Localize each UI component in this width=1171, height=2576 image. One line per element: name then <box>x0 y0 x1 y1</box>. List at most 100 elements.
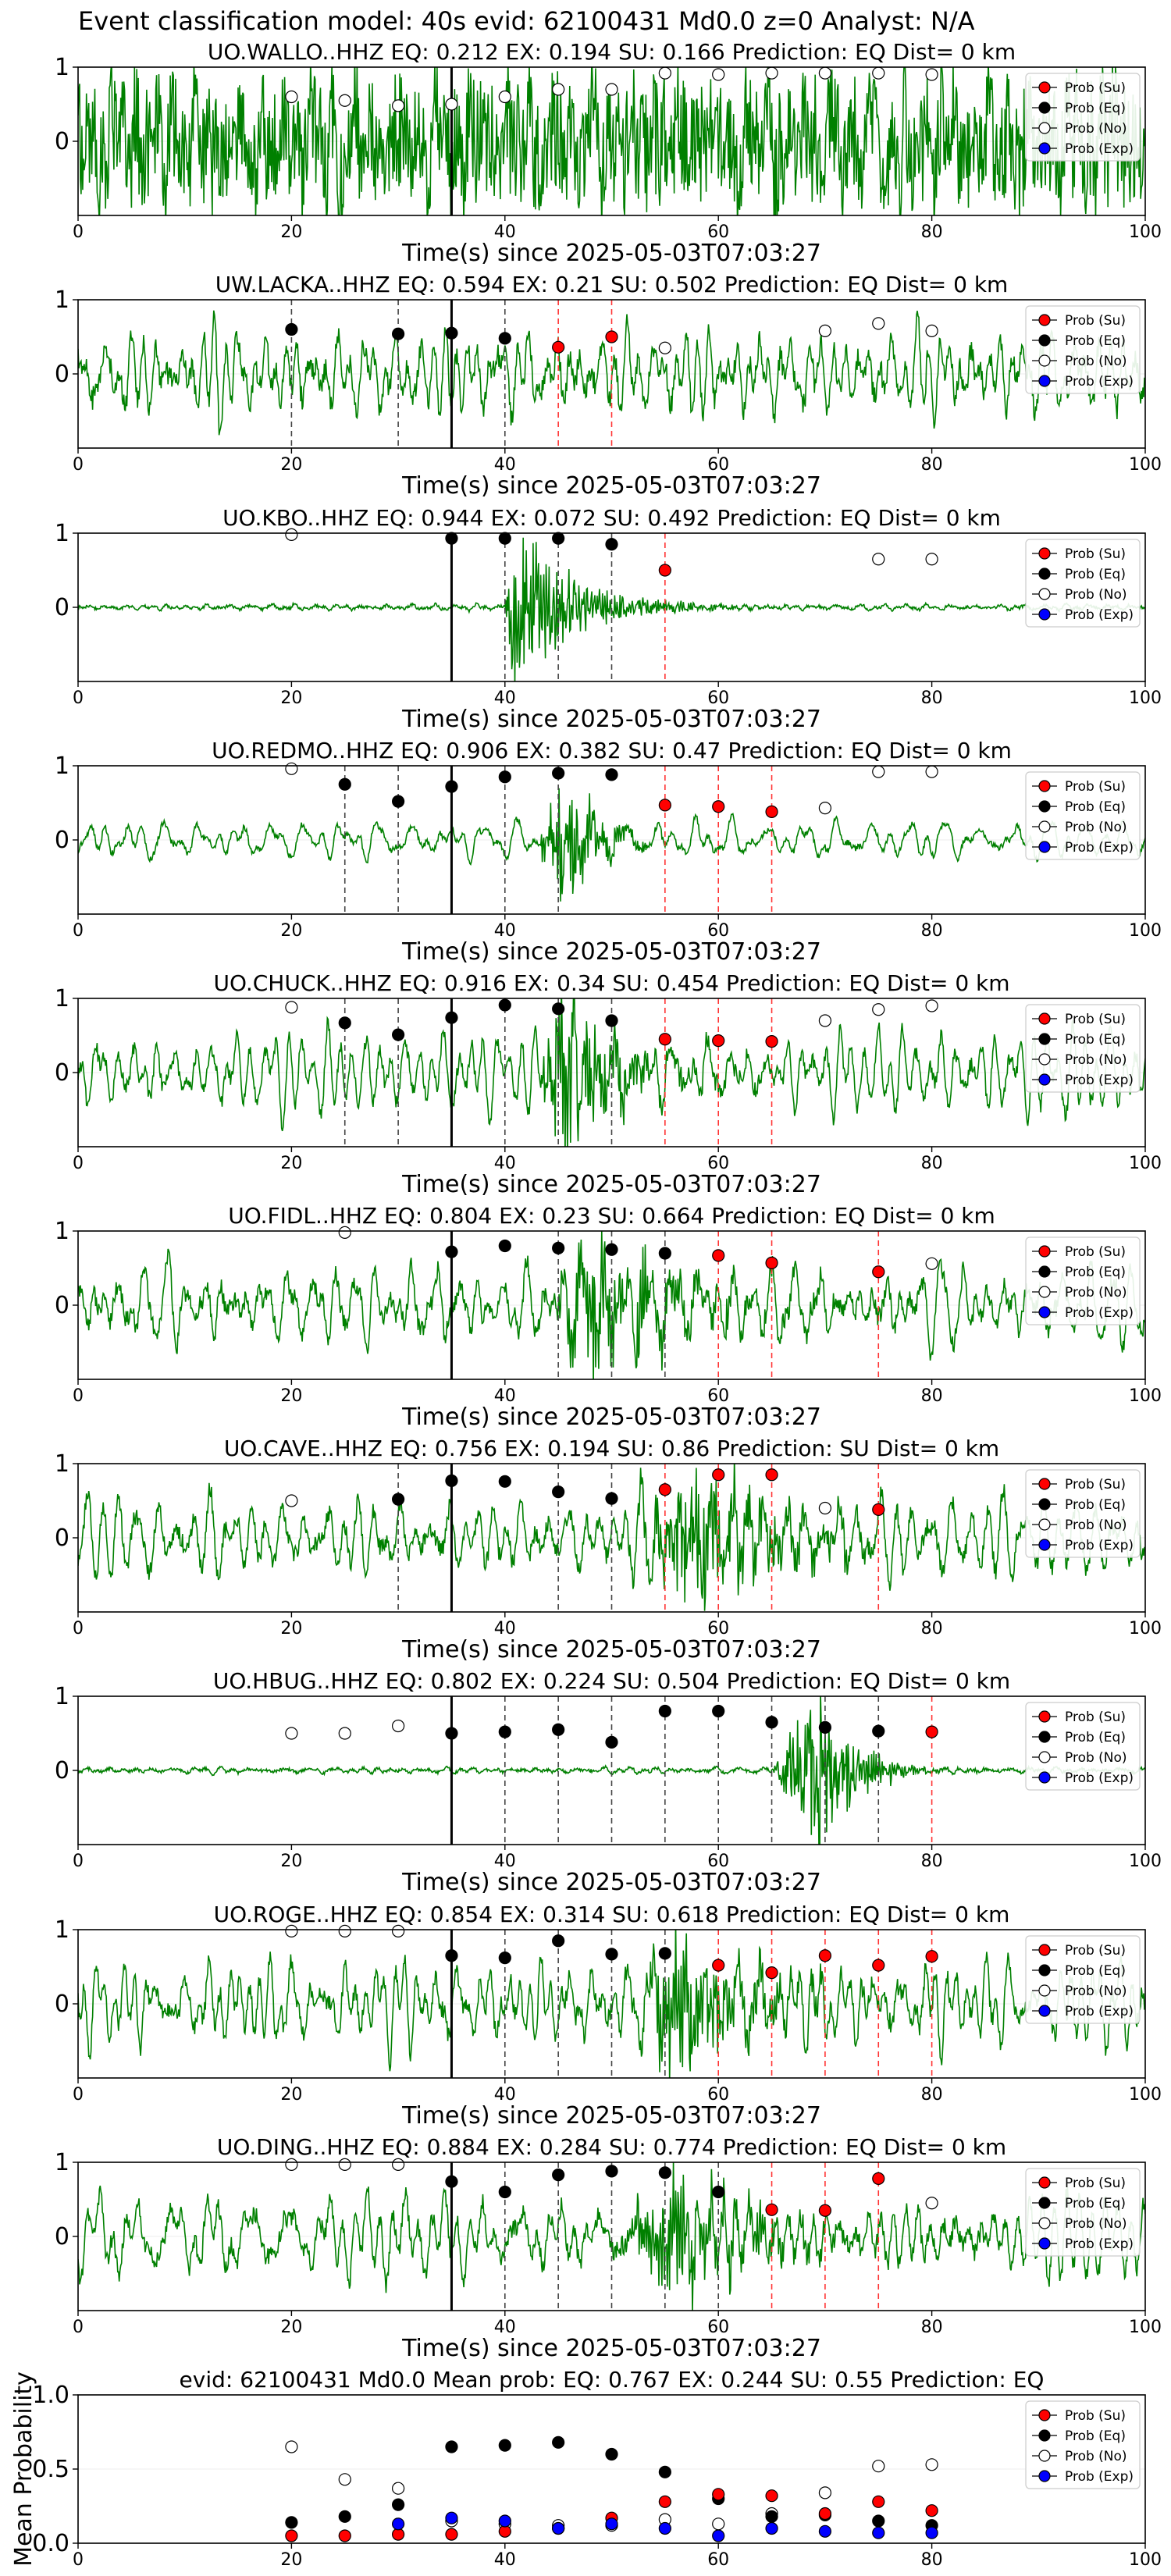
prob-eq-marker <box>445 532 458 545</box>
legend: Prob (Su) Prob (Eq) Prob (No) Prob (Exp) <box>1025 539 1141 628</box>
panel-title: evid: 62100431 Md0.0 Mean prob: EQ: 0.76… <box>180 2367 1045 2393</box>
prob-su-marker <box>712 1249 725 1262</box>
legend-label: Prob (Su) <box>1065 1012 1126 1027</box>
legend-box <box>1025 2168 1141 2257</box>
prob-su-marker <box>712 1959 725 1972</box>
prob-su-marker <box>818 1949 832 1962</box>
x-axis-label: Time(s) since 2025-05-03T07:03:27 <box>401 938 821 966</box>
legend-marker <box>1038 1944 1051 1956</box>
prob-eq-marker <box>392 1493 405 1506</box>
prob-eq-marker <box>552 1002 565 1016</box>
legend-marker <box>1038 1286 1051 1298</box>
prob-eq-marker <box>445 1011 458 1024</box>
prob-no-marker <box>712 68 725 81</box>
waveform-trace <box>78 1930 1145 2078</box>
y-tick-label: 1 <box>55 54 69 81</box>
waveform-trace <box>78 67 1145 215</box>
legend-label: Prob (Su) <box>1065 313 1126 329</box>
prob-su-marker <box>925 2504 938 2517</box>
prob-no-marker <box>338 1924 351 1937</box>
prob-exp-marker <box>818 2524 832 2538</box>
x-tick-label: 20 <box>280 2318 302 2337</box>
legend: Prob (Su) Prob (Eq) Prob (No) Prob (Exp) <box>1025 771 1141 860</box>
x-tick-label: 20 <box>280 688 302 708</box>
prob-su-marker <box>712 1034 725 1048</box>
prob-no-marker <box>925 1257 938 1270</box>
legend-marker <box>1038 2409 1051 2421</box>
legend-marker <box>1038 2450 1051 2462</box>
prob-su-marker <box>925 1725 938 1738</box>
legend-box <box>1025 1004 1141 1093</box>
x-tick-label: 80 <box>921 2318 943 2337</box>
y-tick-label: 0 <box>55 1991 69 2018</box>
prob-no-marker <box>285 1727 298 1740</box>
x-tick-label: 40 <box>494 2085 516 2105</box>
prob-no-marker <box>338 1727 351 1740</box>
x-tick-label: 40 <box>494 1154 516 1173</box>
prob-eq-marker <box>338 777 351 791</box>
prob-su-marker <box>285 2529 298 2542</box>
panel-title: UO.CAVE..HHZ EQ: 0.756 EX: 0.194 SU: 0.8… <box>224 1436 999 1461</box>
prob-eq-marker <box>498 2439 511 2452</box>
legend-marker <box>1038 2176 1051 2189</box>
legend-label: Prob (No) <box>1065 354 1127 369</box>
legend-marker <box>1038 588 1051 600</box>
legend-marker <box>1038 1033 1051 1045</box>
legend: Prob (Su) Prob (Eq) Prob (No) Prob (Exp) <box>1025 2168 1141 2257</box>
prob-no-marker <box>925 553 938 566</box>
prob-no-marker <box>658 341 671 354</box>
prob-no-marker <box>818 1501 832 1515</box>
prob-no-marker <box>285 528 298 542</box>
panel-4: UO.REDMO..HHZ EQ: 0.906 EX: 0.382 SU: 0.… <box>55 738 1162 966</box>
panel-title: UO.DING..HHZ EQ: 0.884 EX: 0.284 SU: 0.7… <box>217 2134 1006 2160</box>
legend-marker <box>1038 81 1051 94</box>
y-tick-label: 1 <box>55 286 69 314</box>
legend-marker <box>1038 780 1051 792</box>
prob-no-marker <box>818 2486 832 2500</box>
panel-9: UO.ROGE..HHZ EQ: 0.854 EX: 0.314 SU: 0.6… <box>55 1902 1162 2129</box>
legend: Prob (Su) Prob (Eq) Prob (No) Prob (Exp) <box>1025 1702 1141 1791</box>
legend-marker <box>1038 314 1051 326</box>
prob-no-marker <box>658 66 671 80</box>
y-tick-label: 0 <box>55 1292 69 1319</box>
prob-exp-marker <box>925 2526 938 2539</box>
prob-no-marker <box>498 90 511 104</box>
legend-marker <box>1038 1710 1051 1723</box>
prob-no-marker <box>392 99 405 112</box>
prob-su-marker <box>872 2495 885 2508</box>
legend-marker <box>1038 1012 1051 1025</box>
x-tick-label: 20 <box>280 1386 302 1406</box>
legend-label: Prob (Su) <box>1065 1710 1126 1725</box>
prob-su-marker <box>712 2488 725 2501</box>
prob-exp-marker <box>605 2517 618 2531</box>
prob-exp-marker <box>392 2517 405 2531</box>
x-tick-label: 20 <box>280 455 302 475</box>
legend-label: Prob (No) <box>1065 2449 1127 2464</box>
legend-marker <box>1038 375 1051 387</box>
prob-no-marker <box>338 2158 351 2171</box>
legend-label: Prob (Exp) <box>1065 607 1134 623</box>
prob-su-marker <box>765 1034 778 1048</box>
x-tick-label: 60 <box>707 2318 729 2337</box>
x-tick-label: 20 <box>280 921 302 941</box>
legend-label: Prob (Su) <box>1065 779 1126 795</box>
x-tick-label: 0 <box>73 1619 84 1638</box>
x-tick-label: 0 <box>73 1852 84 1871</box>
legend-label: Prob (No) <box>1065 1517 1127 1533</box>
x-tick-label: 60 <box>707 1154 729 1173</box>
x-tick-label: 80 <box>921 688 943 708</box>
prob-eq-marker <box>658 2166 671 2179</box>
prob-su-marker <box>872 1503 885 1517</box>
prob-eq-marker <box>552 1723 565 1736</box>
prob-eq-marker <box>552 2169 565 2182</box>
prob-no-marker <box>818 1014 832 1027</box>
prob-eq-marker <box>445 2175 458 2188</box>
x-axis-label: Time(s) since 2025-05-03T07:03:27 <box>401 1171 821 1198</box>
y-tick-label: 0 <box>55 1059 69 1087</box>
legend-label: Prob (Exp) <box>1065 840 1134 856</box>
legend-box <box>1025 305 1141 394</box>
legend-marker <box>1038 1498 1051 1510</box>
legend-label: Prob (Su) <box>1065 1477 1126 1493</box>
y-tick-label: 1.0 <box>32 2382 69 2409</box>
